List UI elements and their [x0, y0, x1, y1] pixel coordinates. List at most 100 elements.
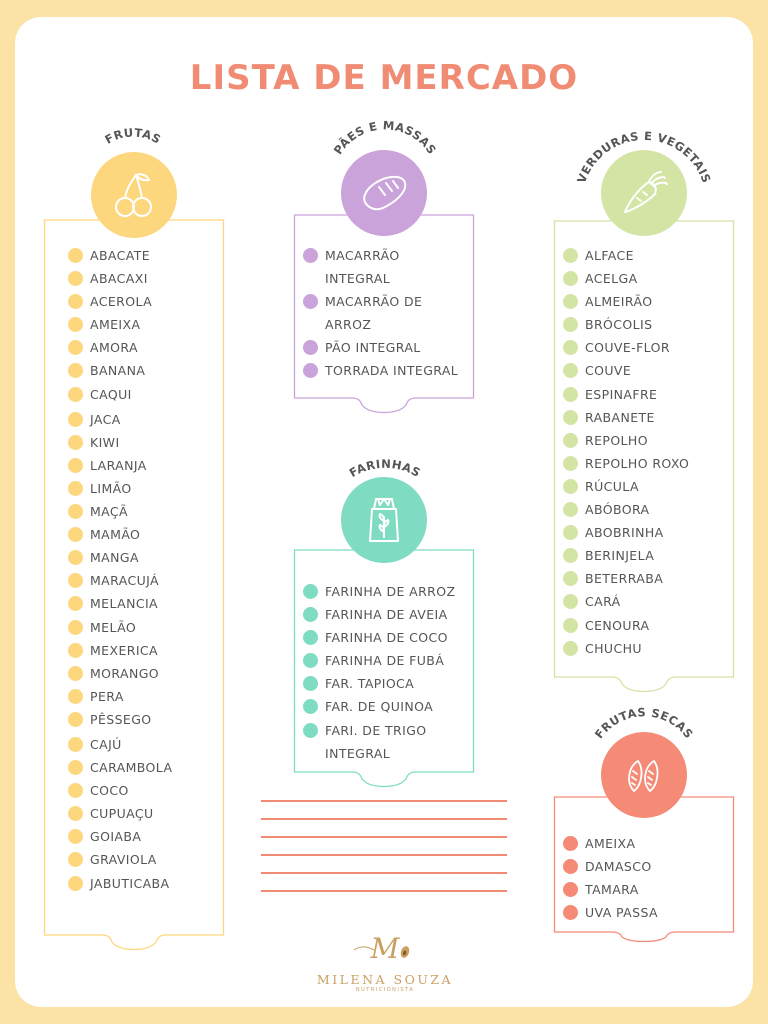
- list-item: RÚCULA: [563, 475, 728, 498]
- item-label: FARINHA DE COCO: [325, 630, 448, 646]
- item-label: BERINJELA: [585, 548, 655, 564]
- item-label: AMEIXA: [585, 836, 636, 851]
- list-item: MORANGO: [68, 662, 218, 685]
- note-line: [261, 854, 507, 856]
- bullet-dot: [303, 722, 318, 738]
- item-label: MACARRÃO DE ARROZ: [325, 294, 423, 333]
- item-label: LIMÃO: [90, 480, 132, 496]
- item-label: TORRADA INTEGRAL: [325, 363, 459, 379]
- item-label: ABACATE: [90, 248, 151, 263]
- page-title: LISTA DE MERCADO: [189, 58, 579, 98]
- list-item: CENOURA: [563, 614, 728, 637]
- list-item: LIMÃO: [68, 477, 218, 500]
- paes-list: MACARRÃO INTEGRAL MACARRÃO DE ARROZ PÃO IN…: [303, 244, 463, 383]
- verduras-circle: [601, 150, 687, 236]
- bullet-dot: [303, 340, 318, 356]
- bullet-dot: [68, 760, 83, 776]
- list-item: BETERRABA: [563, 567, 728, 590]
- list-item: ABACATE: [68, 244, 218, 267]
- list-item: CAJÚ: [68, 733, 218, 756]
- item-label: ABÓBORA: [585, 502, 650, 518]
- list-item: FAR. TAPIOCA: [303, 672, 468, 695]
- list-item: ABACAXI: [68, 267, 218, 290]
- item-label: ESPINAFRE: [585, 386, 658, 402]
- bullet-dot: [68, 783, 83, 799]
- item-label: MAÇÃ: [90, 504, 128, 520]
- item-label: CARAMBOLA: [90, 760, 173, 776]
- item-label: FARINHA DE ARROZ: [325, 584, 456, 599]
- farinhas-list: FARINHA DE ARROZ FARINHA DE AVEIA FARINHA …: [303, 580, 468, 765]
- bullet-dot: [68, 875, 83, 891]
- bullet-dot: [563, 502, 578, 518]
- item-label: COCO: [90, 783, 129, 799]
- bullet-dot: [68, 665, 83, 681]
- bread-icon: [363, 175, 407, 211]
- bullet-dot: [68, 688, 83, 704]
- item-label: REPOLHO: [585, 432, 648, 448]
- item-label: MAMÃO: [90, 527, 141, 543]
- bullet-dot: [303, 584, 318, 599]
- note-line: [261, 836, 507, 838]
- item-label: MARACUJÁ: [90, 573, 159, 589]
- list-item: GOIABA: [68, 825, 218, 848]
- bullet-dot: [563, 317, 578, 333]
- item-label: CAJÚ: [90, 736, 122, 752]
- item-label: ALFACE: [585, 248, 634, 263]
- item-label: ABOBRINHA: [585, 525, 664, 541]
- item-label: TAMARA: [585, 882, 639, 898]
- secas-circle: [601, 732, 687, 818]
- item-label: MEXERICA: [90, 642, 158, 658]
- item-label: COUVE: [585, 363, 632, 379]
- list-item: PÃO INTEGRAL: [303, 336, 463, 359]
- bullet-dot: [563, 548, 578, 564]
- list-item: AMEIXA: [563, 832, 723, 855]
- almonds-icon: [628, 759, 659, 793]
- list-item: CARAMBOLA: [68, 756, 218, 779]
- brand-logo: M MILENA SOUZA NUTRICIONISTA: [300, 930, 470, 993]
- bullet-dot: [303, 294, 318, 310]
- note-line: [261, 818, 507, 820]
- item-label: FAR. TAPIOCA: [325, 676, 415, 692]
- item-label: KIWI: [90, 434, 120, 450]
- bullet-dot: [563, 340, 578, 356]
- list-item: MAÇÃ: [68, 500, 218, 523]
- item-label: GRAVIOLA: [90, 852, 157, 868]
- item-label: ACEROLA: [90, 294, 153, 310]
- frutas-heading: FRUTAS: [102, 125, 163, 146]
- note-lines: [261, 800, 507, 908]
- list-item: ABÓBORA: [563, 498, 728, 521]
- verduras-list: ALFACE ACELGA ALMEIRÃO BRÓCOLIS COUVE-FLOR CO…: [563, 244, 728, 660]
- list-item: CHUCHU: [563, 637, 728, 660]
- list-item: TORRADA INTEGRAL: [303, 359, 463, 382]
- bullet-dot: [68, 806, 83, 822]
- bullet-dot: [563, 478, 578, 494]
- item-label: CARÁ: [585, 594, 621, 610]
- list-item: KIWI: [68, 431, 218, 454]
- item-label: RABANETE: [585, 409, 655, 425]
- flour-bag-icon: [369, 498, 399, 542]
- list-item: MAMÃO: [68, 523, 218, 546]
- list-item: JABUTICABA: [68, 872, 218, 895]
- bullet-dot: [563, 455, 578, 471]
- monogram-logo: M: [353, 932, 410, 965]
- item-label: BANANA: [90, 363, 146, 379]
- item-label: RÚCULA: [585, 478, 639, 494]
- bullet-dot: [68, 386, 83, 402]
- list-item: ALMEIRÃO: [563, 290, 728, 313]
- list-item: PERA: [68, 685, 218, 708]
- item-label: PÊSSEGO: [90, 711, 152, 727]
- item-label: CENOURA: [585, 617, 650, 633]
- item-label: LARANJA: [90, 457, 147, 473]
- item-label: CUPUAÇU: [90, 806, 154, 822]
- bullet-dot: [563, 617, 578, 633]
- item-label: AMORA: [90, 340, 138, 356]
- bullet-dot: [563, 640, 578, 656]
- item-label: MELANCIA: [90, 596, 159, 612]
- list-item: FARINHA DE ARROZ: [303, 580, 468, 603]
- list-item: AMEIXA: [68, 313, 218, 336]
- bullet-dot: [68, 317, 83, 333]
- list-item: LARANJA: [68, 454, 218, 477]
- list-item: DAMASCO: [563, 855, 723, 878]
- list-item: REPOLHO ROXO: [563, 452, 728, 475]
- list-item: FARINHA DE COCO: [303, 626, 468, 649]
